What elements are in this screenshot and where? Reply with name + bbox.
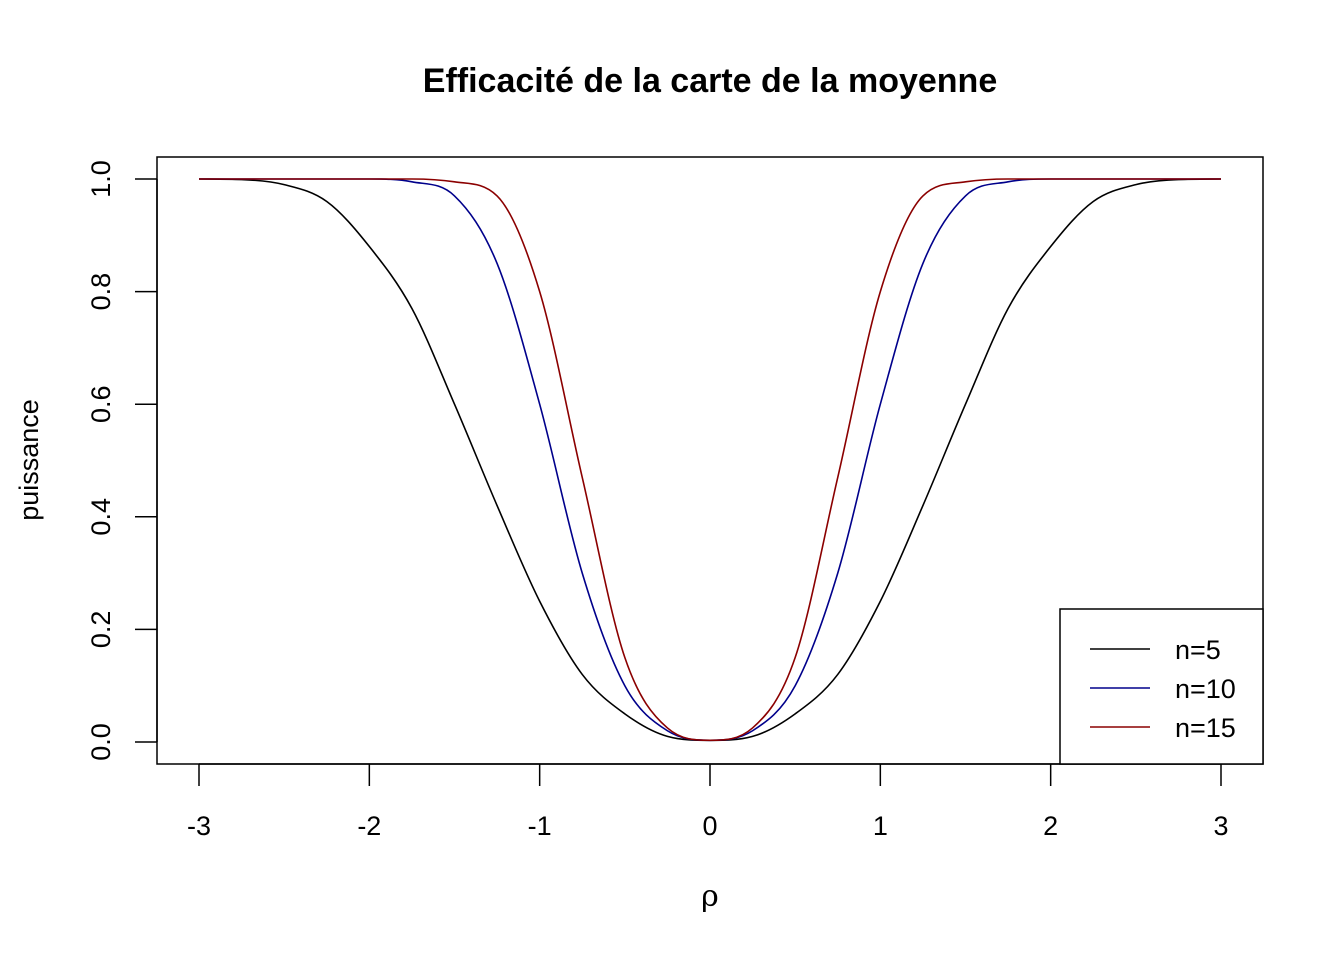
y-axis-label: puissance — [14, 399, 44, 521]
legend-label: n=15 — [1175, 713, 1236, 743]
x-axis-label: ρ — [701, 879, 719, 914]
x-tick-label: 0 — [702, 811, 717, 841]
x-tick-label: 1 — [873, 811, 888, 841]
legend-label: n=5 — [1175, 635, 1221, 665]
y-tick-label: 0.6 — [86, 385, 116, 423]
x-tick-label: -1 — [528, 811, 552, 841]
y-tick-label: 0.4 — [86, 498, 116, 536]
legend: n=5 n=10 n=15 — [1059, 608, 1264, 765]
x-tick-label: 3 — [1213, 811, 1228, 841]
chart-title: Efficacité de la carte de la moyenne — [423, 62, 997, 100]
y-tick-label: 0.2 — [86, 611, 116, 649]
y-tick-label: 1.0 — [86, 160, 116, 198]
series-layer — [198, 178, 1222, 742]
x-tick-label: -3 — [187, 811, 211, 841]
y-tick-label: 0.0 — [86, 723, 116, 761]
series-line-3 — [199, 178, 1221, 742]
legend-box — [1059, 608, 1264, 765]
legend-label: n=10 — [1175, 674, 1236, 704]
x-axis: -3 -2 -1 0 1 2 3 — [187, 763, 1229, 841]
x-tick-label: -2 — [357, 811, 381, 841]
y-tick-label: 0.8 — [86, 273, 116, 311]
x-tick-label: 2 — [1043, 811, 1058, 841]
y-axis: 0.0 0.2 0.4 0.6 0.8 1.0 — [86, 160, 158, 761]
